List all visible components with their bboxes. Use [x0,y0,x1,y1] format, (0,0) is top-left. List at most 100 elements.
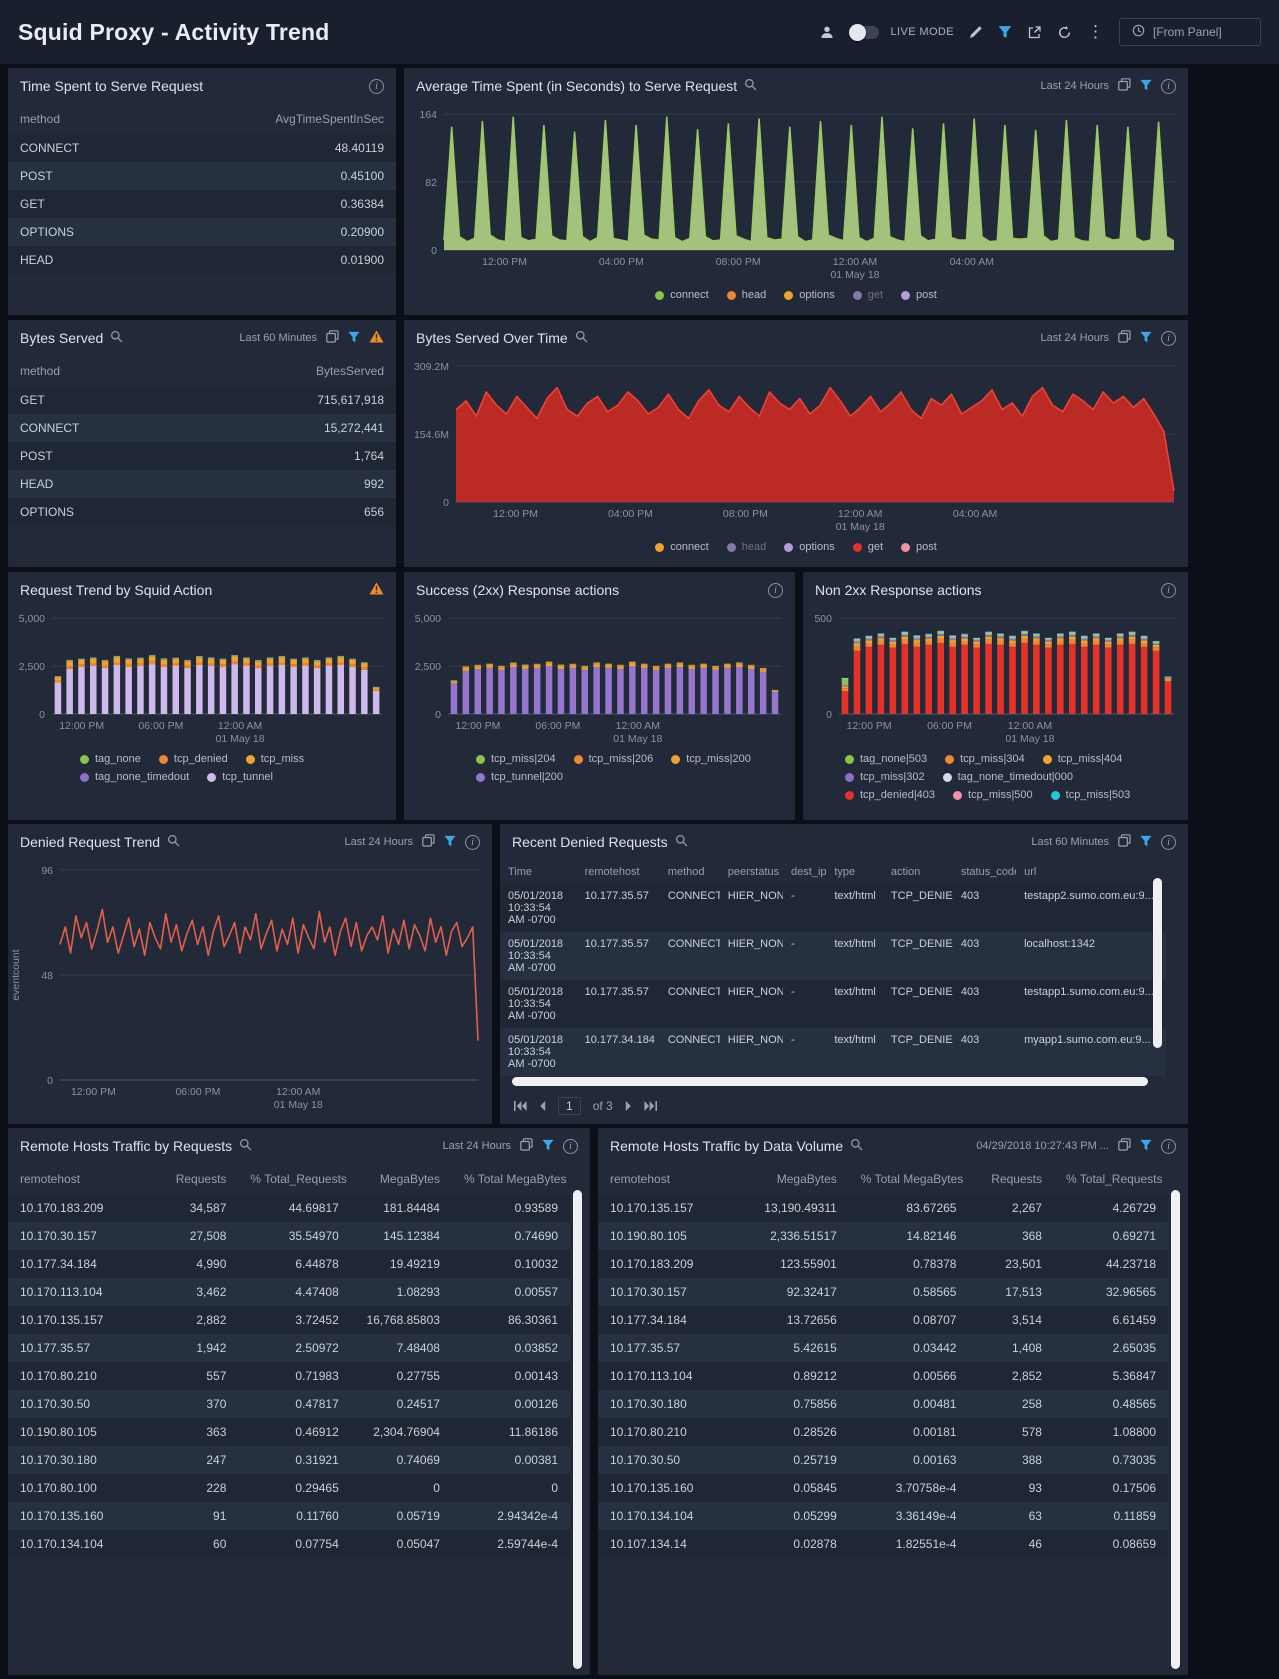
magnifier-icon[interactable] [239,1138,252,1154]
column-header[interactable]: BytesServed [315,364,384,378]
next-page-button[interactable] [625,1101,632,1111]
column-header[interactable]: MegaBytes [379,1172,440,1186]
warning-icon[interactable] [369,330,384,346]
filter-icon[interactable] [1140,331,1152,346]
column-header[interactable]: % Total MegaBytes [860,1172,964,1186]
column-header[interactable]: Requests [991,1172,1042,1186]
kebab-menu-icon[interactable]: ⋮ [1087,22,1104,41]
magnifier-icon[interactable] [110,330,123,346]
vertical-scrollbar[interactable] [1171,1190,1180,1669]
legend-item[interactable]: tcp_denied [158,753,228,766]
panel-time-range[interactable]: Last 24 Hours [442,1140,511,1152]
panels-icon[interactable] [1118,834,1131,850]
live-mode-toggle[interactable] [849,23,880,41]
legend-item[interactable]: head [726,541,766,554]
legend-item[interactable]: tcp_tunnel|200 [476,771,563,784]
panel-time-range[interactable]: Last 60 Minutes [239,332,317,344]
legend-item[interactable]: tcp_miss|503 [1050,789,1130,802]
legend-item[interactable]: connect [655,541,709,554]
panels-icon[interactable] [1118,78,1131,94]
panel-time-range[interactable]: Last 24 Hours [1040,80,1109,92]
table-row[interactable]: HEAD 0.01900 [8,246,396,274]
table-row[interactable]: 10.170.183.209 34,587 44.69817 181.84484 0.9… [8,1194,570,1222]
legend-item[interactable]: options [784,541,835,554]
column-header[interactable]: % Total MegaBytes [463,1172,567,1186]
magnifier-icon[interactable] [850,1138,863,1154]
legend-item[interactable]: tcp_miss|204 [476,753,556,766]
column-header[interactable]: remotehost [610,1172,671,1186]
column-header[interactable]: Requests [175,1172,227,1186]
table-row[interactable]: 10.177.35.57 5.42615 0.03442 1,408 2.65035 [598,1334,1168,1362]
legend-item[interactable]: tag_none_timedout [80,771,189,784]
table-row[interactable]: CONNECT 48.40119 [8,134,396,162]
table-row[interactable]: 10.170.113.104 0.89212 0.00566 2,852 5.36847 [598,1362,1168,1390]
column-header[interactable]: method [20,364,61,378]
bytes-over-time-chart[interactable]: 0 154.6M 309.2M 12:00 PM 04:00 PM 08:00 PM 12:… [404,356,1188,534]
column-header[interactable]: AvgTimeSpentInSec [275,112,384,126]
legend-item[interactable]: tag_none [80,753,141,766]
table-row[interactable]: 05/01/2018 10:33:54 AM -0700 10.177.35.57… [500,884,1166,932]
table-row[interactable]: 10.170.135.157 13,190.49311 83.67265 2,267 4… [598,1194,1168,1222]
table-row[interactable]: OPTIONS 656 [8,498,396,526]
column-header[interactable]: MegaBytes [776,1172,837,1186]
table-row[interactable]: POST 0.45100 [8,162,396,190]
info-icon[interactable]: i [1161,78,1176,94]
legend-item[interactable]: tcp_miss [245,753,304,766]
first-page-button[interactable] [514,1101,527,1111]
info-icon[interactable]: i [768,582,783,598]
denied-trend-chart[interactable]: 0 48 96 12:00 PM 06:00 PM 12:00 AM 01 May 18 ev… [8,860,492,1112]
table-row[interactable]: GET 715,617,918 [8,386,396,414]
legend-item[interactable]: tcp_miss|302 [845,771,925,784]
edit-icon[interactable] [969,25,983,39]
table-row[interactable]: POST 1,764 [8,442,396,470]
table-row[interactable]: 10.170.113.104 3,462 4.47408 1.08293 0.00557 [8,1278,570,1306]
table-row[interactable]: 10.170.80.100 228 0.29465 0 0 [8,1474,570,1502]
column-header[interactable]: method [20,112,61,126]
column-header[interactable]: remotehost [584,866,640,878]
magnifier-icon[interactable] [167,834,180,850]
magnifier-icon[interactable] [675,834,688,850]
table-row[interactable]: 10.170.135.157 2,882 3.72452 16,768.85803 86… [8,1306,570,1334]
table-row[interactable]: 05/01/2018 10:33:54 AM -0700 10.177.35.57… [500,980,1166,1028]
table-row[interactable]: 10.190.80.105 2,336.51517 14.82146 368 0.692… [598,1222,1168,1250]
table-row[interactable]: 05/01/2018 10:33:54 AM -0700 10.177.35.57… [500,932,1166,980]
info-icon[interactable]: i [465,834,480,850]
table-row[interactable]: 10.170.30.157 27,508 35.54970 145.12384 0.74… [8,1222,570,1250]
filter-icon[interactable] [1140,79,1152,94]
horizontal-scrollbar[interactable] [512,1077,1148,1086]
non2xx-actions-chart[interactable]: 0 500 12:00 PM 06:00 PM 12:00 AM 01 May 18 [803,608,1188,746]
column-header[interactable]: url [1024,866,1037,878]
legend-item[interactable]: get [852,541,883,554]
magnifier-icon[interactable] [575,330,588,346]
panel-time-range[interactable]: Last 24 Hours [1040,332,1109,344]
user-icon[interactable] [820,25,834,39]
last-page-button[interactable] [644,1101,657,1111]
column-header[interactable]: method [667,866,705,878]
legend-item[interactable]: options [784,289,835,302]
panels-icon[interactable] [1118,330,1131,346]
legend-item[interactable]: head [726,289,766,302]
table-row[interactable]: 10.177.34.184 4,990 6.44878 19.49219 0.10032 [8,1250,570,1278]
panels-icon[interactable] [1118,1138,1131,1154]
filter-icon[interactable] [348,331,360,346]
table-row[interactable]: 10.190.80.105 363 0.46912 2,304.76904 11.861… [8,1418,570,1446]
table-row[interactable]: 10.170.134.104 60 0.07754 0.05047 2.59744e-4 [8,1530,570,1558]
table-row[interactable]: 10.170.30.50 370 0.47817 0.24517 0.00126 [8,1390,570,1418]
table-row[interactable]: 10.170.183.209 123.55901 0.78378 23,501 44.2… [598,1250,1168,1278]
filter-icon[interactable] [1140,835,1152,850]
legend-item[interactable]: tcp_miss|200 [671,753,751,766]
legend-item[interactable]: post [901,289,937,302]
legend-item[interactable]: tcp_miss|304 [945,753,1025,766]
column-header[interactable]: action [890,866,921,878]
column-header[interactable]: peerstatus [727,866,780,878]
column-header[interactable]: % Total_Requests [250,1172,347,1186]
table-row[interactable]: 10.177.34.184 13.72656 0.08707 3,514 6.61459 [598,1306,1168,1334]
table-row[interactable]: CONNECT 15,272,441 [8,414,396,442]
panel-time-range[interactable]: Last 24 Hours [344,836,413,848]
panels-icon[interactable] [422,834,435,850]
table-row[interactable]: OPTIONS 0.20900 [8,218,396,246]
panel-time-range[interactable]: Last 60 Minutes [1031,836,1109,848]
table-row[interactable]: 10.170.30.180 0.75856 0.00481 258 0.48565 [598,1390,1168,1418]
table-row[interactable]: 10.170.80.210 557 0.71983 0.27755 0.00143 [8,1362,570,1390]
avg-time-chart[interactable]: 0 82 164 12:00 PM 04:00 PM 08:00 PM 12:00 AM 01… [404,104,1188,282]
